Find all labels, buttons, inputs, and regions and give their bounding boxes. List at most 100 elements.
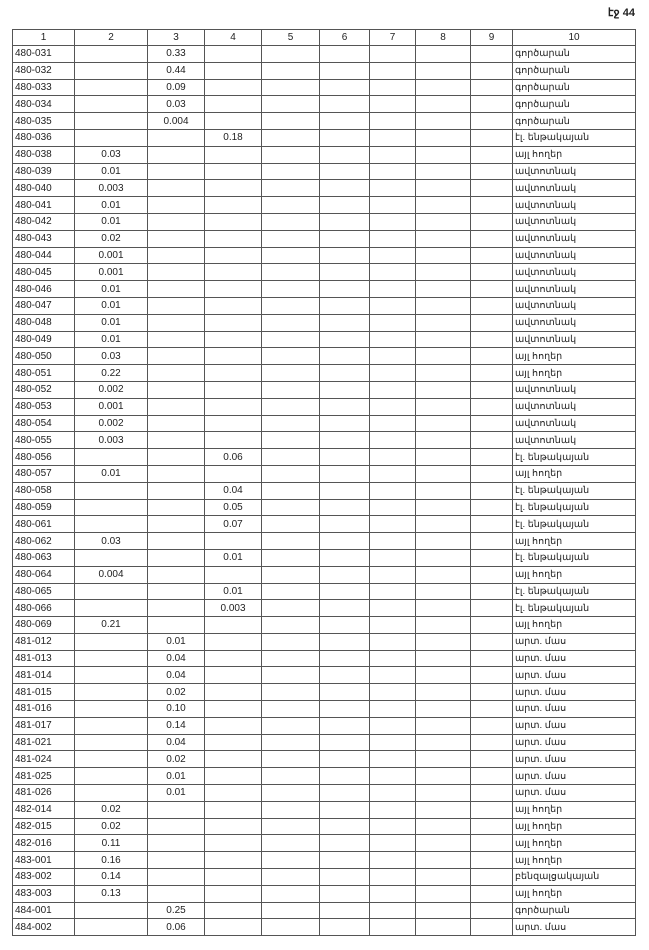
area-cell (415, 683, 471, 702)
area-cell (369, 750, 416, 769)
area-cell (369, 296, 416, 315)
area-cell (415, 330, 471, 349)
area-cell (147, 582, 205, 601)
parcel-code: 481-025 (12, 767, 75, 786)
area-cell: 0.001 (74, 397, 148, 416)
area-cell (369, 599, 416, 618)
table-row: 480-054 0.002 ավտոտնակ (12, 414, 636, 433)
area-cell (415, 397, 471, 416)
area-cell (204, 280, 262, 298)
area-cell (415, 800, 471, 819)
area-cell (319, 784, 370, 802)
area-cell (147, 616, 205, 634)
area-cell (74, 666, 148, 685)
land-use-cell: այլ հողեր (512, 616, 636, 634)
area-cell (470, 347, 513, 366)
area-cell (204, 431, 262, 450)
area-cell (369, 616, 416, 634)
area-cell (261, 380, 320, 399)
area-cell (369, 61, 416, 80)
land-use-cell: էլ. ենթակայան (512, 548, 636, 567)
area-cell (204, 884, 262, 903)
table-row: 480-042 0.01 ավտոտնակ (12, 212, 636, 231)
land-use-cell: ավտոտնակ (512, 397, 636, 416)
parcel-code: 484-001 (12, 901, 75, 920)
parcel-code: 480-041 (12, 196, 75, 214)
area-cell (415, 212, 471, 231)
area-cell (470, 649, 513, 668)
area-cell (369, 666, 416, 685)
land-use-cell: ավտոտնակ (512, 196, 636, 214)
area-cell: 0.01 (147, 784, 205, 802)
area-cell (319, 901, 370, 920)
area-cell (415, 78, 471, 97)
area-cell (470, 817, 513, 836)
area-cell (319, 481, 370, 500)
land-use-cell: այլ հողեր (512, 884, 636, 903)
area-cell: 0.003 (74, 431, 148, 450)
area-cell (74, 716, 148, 735)
area-cell (261, 246, 320, 265)
column-header: 5 (261, 29, 320, 46)
area-cell: 0.14 (74, 868, 148, 886)
area-cell (147, 599, 205, 618)
area-cell (204, 347, 262, 366)
area-cell (369, 128, 416, 147)
area-cell (470, 414, 513, 433)
area-cell (470, 280, 513, 298)
area-cell (261, 582, 320, 601)
area-cell (74, 733, 148, 752)
area-cell (147, 851, 205, 870)
area-cell (74, 481, 148, 500)
area-cell (147, 296, 205, 315)
area-cell (319, 313, 370, 332)
parcel-code: 480-040 (12, 179, 75, 198)
area-cell (319, 145, 370, 164)
table-row: 480-052 0.002 ավտոտնակ (12, 380, 636, 399)
area-cell (470, 179, 513, 198)
area-cell (204, 45, 262, 63)
area-cell (74, 548, 148, 567)
area-cell (470, 716, 513, 735)
parcel-code: 480-051 (12, 364, 75, 382)
area-cell (204, 162, 262, 181)
area-cell: 0.03 (74, 532, 148, 550)
area-cell (147, 834, 205, 853)
area-cell (470, 767, 513, 786)
area-cell (319, 128, 370, 147)
area-cell (415, 599, 471, 618)
area-cell (147, 464, 205, 483)
area-cell (319, 61, 370, 80)
area-cell (261, 128, 320, 147)
area-cell (147, 263, 205, 282)
table-row: 480-058 0.04 էլ. ենթակայան (12, 481, 636, 500)
area-cell (261, 918, 320, 937)
area-cell (470, 582, 513, 601)
land-use-cell: այլ հողեր (512, 532, 636, 550)
area-cell (470, 683, 513, 702)
land-use-cell: գործարան (512, 901, 636, 920)
area-cell (261, 347, 320, 366)
area-cell (369, 817, 416, 836)
area-cell (261, 733, 320, 752)
area-cell (470, 246, 513, 265)
area-cell (415, 448, 471, 466)
area-cell (204, 296, 262, 315)
area-cell: 0.01 (147, 767, 205, 786)
area-cell (261, 61, 320, 80)
area-cell: 0.01 (147, 632, 205, 651)
area-cell (204, 212, 262, 231)
area-cell: 0.09 (147, 78, 205, 97)
land-use-cell: արտ. մաս (512, 666, 636, 685)
area-cell (74, 649, 148, 668)
area-cell (74, 767, 148, 786)
area-cell (74, 45, 148, 63)
area-cell (319, 918, 370, 937)
table-row: 480-046 0.01 ավտոտնակ (12, 280, 636, 298)
area-cell (470, 901, 513, 920)
table-row: 480-059 0.05 էլ. ենթակայան (12, 498, 636, 517)
area-cell (147, 532, 205, 550)
parcel-code: 480-050 (12, 347, 75, 366)
area-cell (470, 616, 513, 634)
area-cell (261, 448, 320, 466)
